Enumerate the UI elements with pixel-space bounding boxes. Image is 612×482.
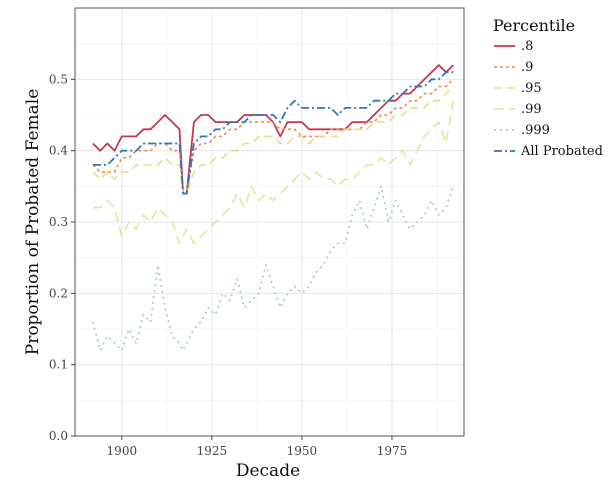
x-tick-label: 1975	[377, 444, 408, 458]
x-axis: 1900 1925 1950 1975	[107, 436, 408, 458]
x-tick-label: 1925	[197, 444, 228, 458]
legend-label: .999	[521, 123, 550, 138]
y-axis-title: Proportion of Probated Female	[23, 89, 43, 356]
y-tick-label: 0.5	[49, 72, 68, 86]
legend-item: All Probated	[494, 144, 603, 159]
legend-item: .99	[494, 102, 542, 117]
series-line-95	[92, 85, 454, 195]
series-line-999	[92, 185, 455, 352]
x-axis-title: Decade	[236, 461, 300, 481]
y-tick-label: 0.2	[49, 286, 68, 300]
legend-label: .8	[521, 39, 533, 54]
legend-label: .95	[521, 81, 542, 96]
legend-label: All Probated	[520, 144, 603, 159]
series-line-8	[92, 64, 454, 195]
y-axis: 0.0 0.1 0.2 0.3 0.4 0.5	[49, 72, 75, 443]
legend-label: .99	[521, 102, 542, 117]
legend: Percentile .8 .9 .95 .99 .999 All Probated	[493, 16, 603, 159]
legend-title: Percentile	[493, 16, 575, 35]
y-tick-label: 0.0	[49, 429, 68, 443]
y-tick-label: 0.1	[49, 358, 68, 372]
legend-item: .999	[494, 123, 550, 138]
legend-item: .8	[494, 39, 533, 54]
x-tick-label: 1900	[107, 444, 138, 458]
x-tick-label: 1950	[287, 444, 318, 458]
legend-item: .95	[494, 81, 542, 96]
series-line-all-probated	[93, 71, 454, 195]
legend-label: .9	[521, 60, 533, 75]
series-lines	[92, 64, 455, 352]
y-tick-label: 0.4	[49, 144, 68, 158]
series-line-99	[93, 100, 454, 245]
y-tick-label: 0.3	[49, 215, 68, 229]
series-line-9	[92, 78, 454, 195]
legend-item: .9	[494, 60, 533, 75]
